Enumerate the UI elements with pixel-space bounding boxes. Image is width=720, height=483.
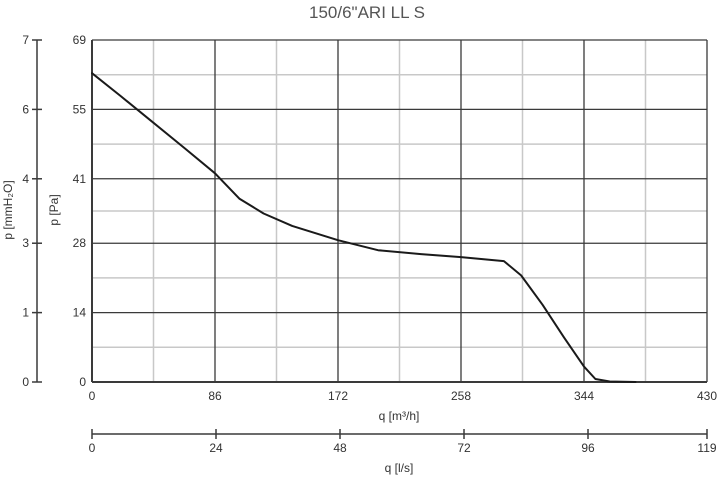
y-tick-label: 41 — [73, 172, 87, 186]
grid-layer — [91, 39, 708, 383]
x2-tick-label: 96 — [581, 441, 595, 455]
series-layer — [91, 72, 637, 383]
x-tick-label: 430 — [697, 389, 717, 403]
x-tick-label: 258 — [451, 389, 471, 403]
x-tick-label: 344 — [574, 389, 594, 403]
y2-tick-label: 0 — [22, 375, 29, 389]
x2-tick-label: 48 — [333, 441, 347, 455]
x2-tick-label: 0 — [89, 441, 96, 455]
x2-tick-label: 72 — [457, 441, 471, 455]
y-axis-title: p [Pa] — [47, 194, 61, 225]
axes-layer — [36, 40, 707, 435]
performance-curve — [91, 72, 637, 383]
x2-tick-label: 119 — [697, 441, 716, 455]
y2-tick-label: 1 — [22, 306, 29, 320]
y-tick-label: 55 — [73, 102, 87, 116]
chart-title: 150/6"ARI LL S — [309, 3, 425, 22]
y2-axis-title: p [mmH₂O] — [1, 180, 15, 239]
y-tick-label: 69 — [73, 33, 87, 47]
y2-tick-label: 4 — [22, 172, 29, 186]
y-tick-label: 28 — [73, 236, 87, 250]
x-tick-label: 86 — [208, 389, 222, 403]
y-tick-label: 0 — [79, 375, 86, 389]
y2-tick-label: 7 — [22, 33, 29, 47]
x2-tick-label: 24 — [209, 441, 223, 455]
x2-axis-title: q [l/s] — [385, 461, 414, 475]
x-tick-label: 172 — [328, 389, 348, 403]
y-tick-label: 14 — [73, 306, 87, 320]
x-axis-title: q [m³/h] — [379, 409, 420, 423]
x-tick-label: 0 — [89, 389, 96, 403]
y2-tick-label: 6 — [22, 102, 29, 116]
y2-tick-label: 3 — [22, 236, 29, 250]
